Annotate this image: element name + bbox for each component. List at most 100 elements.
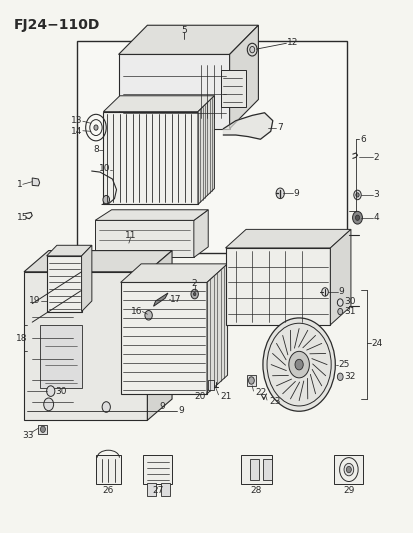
Text: 3: 3: [373, 190, 378, 199]
Text: 16: 16: [130, 307, 142, 316]
Bar: [77, 41, 346, 253]
Polygon shape: [81, 245, 92, 312]
Text: FJ24−110D: FJ24−110D: [14, 18, 100, 33]
Text: 31: 31: [344, 306, 355, 316]
Bar: [146, 483, 155, 496]
Circle shape: [355, 193, 358, 197]
Text: 8: 8: [93, 146, 99, 155]
Polygon shape: [24, 272, 147, 420]
Text: 1: 1: [17, 180, 23, 189]
Bar: [40, 325, 81, 389]
Polygon shape: [24, 251, 172, 272]
Circle shape: [193, 293, 195, 296]
Circle shape: [337, 373, 342, 381]
Text: 2: 2: [191, 279, 197, 288]
Polygon shape: [330, 229, 350, 325]
Polygon shape: [193, 210, 208, 257]
Circle shape: [249, 46, 254, 53]
Circle shape: [103, 196, 109, 204]
Text: 9: 9: [338, 287, 344, 296]
Circle shape: [145, 311, 152, 320]
Text: 12: 12: [287, 38, 298, 47]
Text: 26: 26: [102, 486, 114, 495]
Circle shape: [346, 466, 351, 473]
Circle shape: [294, 359, 302, 370]
Circle shape: [40, 426, 45, 432]
Polygon shape: [103, 112, 197, 205]
Polygon shape: [118, 54, 229, 128]
Bar: [262, 459, 271, 480]
Polygon shape: [229, 25, 258, 128]
Bar: [160, 483, 169, 496]
Polygon shape: [32, 178, 40, 186]
Circle shape: [288, 351, 309, 378]
Text: 25: 25: [338, 360, 349, 369]
Text: 24: 24: [370, 339, 382, 348]
Circle shape: [352, 212, 361, 224]
Circle shape: [262, 318, 335, 411]
Circle shape: [47, 386, 55, 397]
Polygon shape: [95, 210, 208, 220]
Text: 10: 10: [99, 165, 110, 173]
Circle shape: [190, 289, 198, 299]
Polygon shape: [197, 96, 214, 205]
Text: 32: 32: [344, 372, 355, 381]
Circle shape: [355, 215, 359, 220]
Bar: [221, 70, 245, 108]
Text: 17: 17: [170, 295, 181, 304]
Bar: [334, 455, 362, 484]
Text: 13: 13: [71, 116, 82, 125]
Circle shape: [321, 288, 328, 296]
Circle shape: [94, 125, 98, 130]
Polygon shape: [118, 25, 258, 54]
Polygon shape: [223, 113, 272, 139]
Polygon shape: [120, 264, 227, 282]
Text: 11: 11: [125, 231, 136, 240]
Text: 15: 15: [17, 213, 28, 222]
Text: 30: 30: [55, 386, 67, 395]
Bar: [96, 455, 120, 484]
Text: 4: 4: [373, 213, 378, 222]
Text: 9: 9: [178, 406, 183, 415]
Circle shape: [337, 309, 342, 315]
Circle shape: [337, 299, 342, 306]
Circle shape: [102, 402, 110, 413]
Polygon shape: [225, 248, 330, 325]
Bar: [38, 425, 47, 433]
Text: 9: 9: [159, 402, 165, 411]
Text: 6: 6: [359, 135, 365, 144]
Text: 18: 18: [16, 334, 28, 343]
Circle shape: [353, 190, 360, 200]
Polygon shape: [47, 256, 81, 312]
Bar: [240, 455, 271, 484]
Text: 22: 22: [255, 388, 266, 397]
Polygon shape: [103, 96, 214, 112]
Text: 19: 19: [29, 296, 40, 305]
Bar: [208, 380, 214, 390]
Polygon shape: [206, 264, 227, 394]
Polygon shape: [47, 245, 92, 256]
Text: 23: 23: [269, 397, 280, 406]
Circle shape: [248, 377, 254, 384]
Text: 30: 30: [344, 297, 355, 306]
Bar: [143, 455, 172, 484]
Polygon shape: [147, 251, 172, 420]
Text: 28: 28: [250, 486, 261, 495]
Polygon shape: [225, 229, 350, 248]
Bar: [247, 375, 255, 386]
Text: 5: 5: [181, 26, 187, 35]
Polygon shape: [120, 282, 206, 394]
Text: 9: 9: [293, 189, 298, 198]
Text: 33: 33: [23, 431, 34, 440]
Bar: [249, 459, 259, 480]
Text: 2: 2: [373, 153, 378, 162]
Text: 29: 29: [342, 486, 354, 495]
Circle shape: [44, 398, 54, 411]
Polygon shape: [95, 220, 193, 257]
Text: 14: 14: [71, 127, 82, 136]
Polygon shape: [153, 293, 168, 306]
Text: 27: 27: [152, 486, 163, 495]
Text: 20: 20: [195, 392, 206, 401]
Circle shape: [343, 463, 353, 476]
Circle shape: [275, 188, 284, 199]
